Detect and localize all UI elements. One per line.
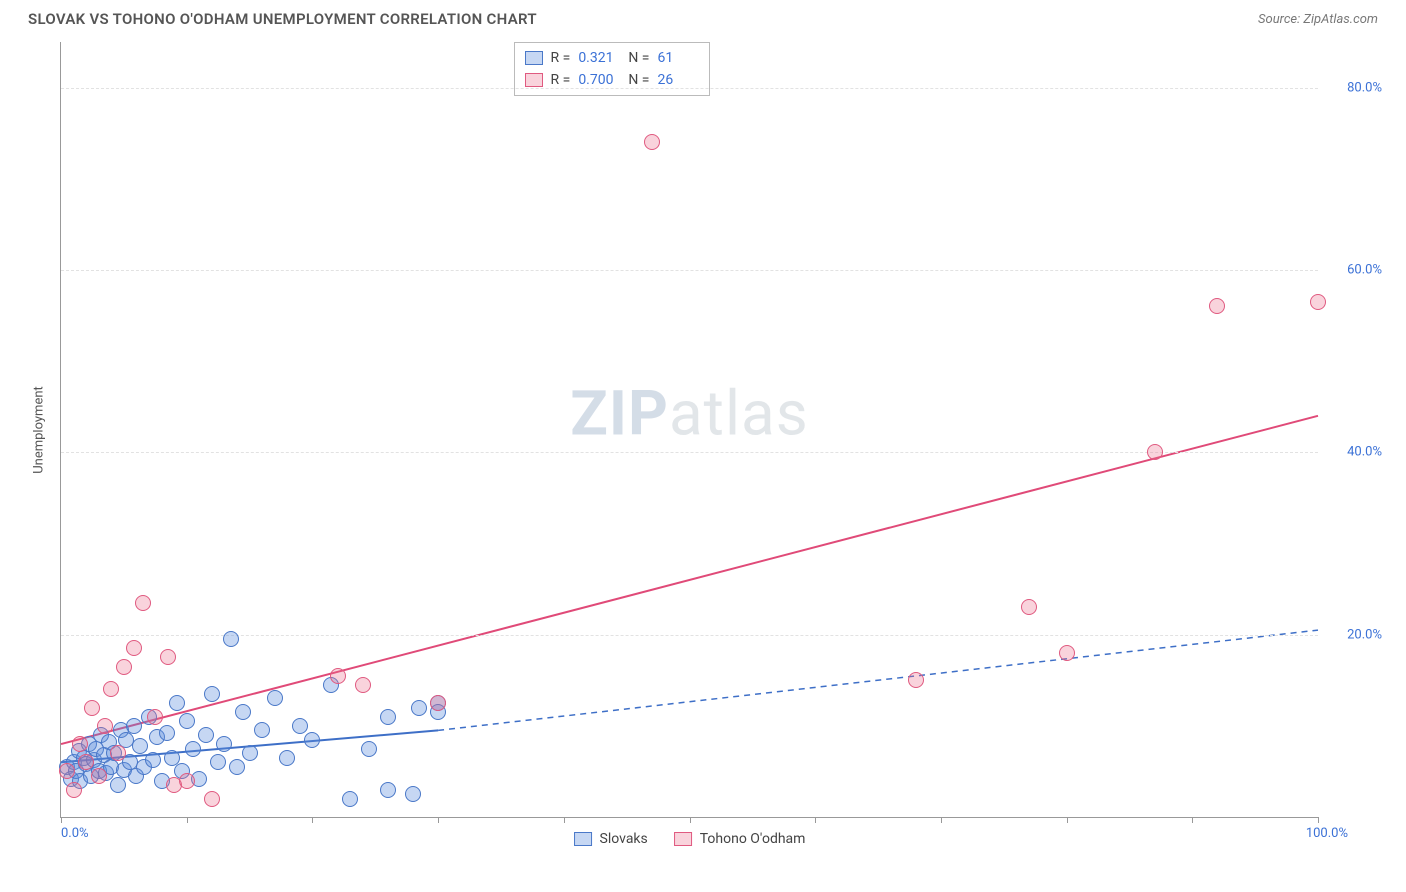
series-b-point (116, 659, 132, 675)
y-tick-label: 60.0% (1322, 262, 1382, 277)
series-a-point (380, 782, 396, 798)
series-a-point (235, 704, 251, 720)
series-b-point (908, 672, 924, 688)
series-b-point (644, 134, 660, 150)
chart-area: Unemployment ZIPatlas R = 0.321 N = 61R = 0.… (28, 42, 1386, 852)
series-a-point (279, 750, 295, 766)
series-b-point (330, 668, 346, 684)
x-tick (187, 817, 188, 823)
legend-item: Tohono O'odham (674, 831, 806, 847)
series-b-point (126, 640, 142, 656)
series-b-point (91, 768, 107, 784)
series-a-point (380, 709, 396, 725)
series-b-point (147, 709, 163, 725)
series-a-point (229, 759, 245, 775)
x-tick (1192, 817, 1193, 823)
legend-swatch (674, 832, 692, 846)
stat-label: N = (628, 47, 649, 69)
y-tick-label: 20.0% (1322, 627, 1382, 642)
series-a-point (304, 732, 320, 748)
series-b-point (103, 681, 119, 697)
series-b-point (66, 782, 82, 798)
x-tick (61, 817, 62, 823)
series-a-point (267, 690, 283, 706)
series-b-point (1021, 599, 1037, 615)
series-a-point (411, 700, 427, 716)
legend-label: Tohono O'odham (700, 831, 806, 847)
stats-row: R = 0.321 N = 61 (525, 47, 700, 69)
series-b-point (110, 745, 126, 761)
x-tick (564, 817, 565, 823)
series-a-point (110, 777, 126, 793)
series-b-point (430, 695, 446, 711)
series-a-point (254, 722, 270, 738)
trend-lines (61, 42, 1318, 817)
legend-swatch (525, 51, 543, 65)
series-b-point (1147, 444, 1163, 460)
chart-title: SLOVAK VS TOHONO O'ODHAM UNEMPLOYMENT CO… (28, 10, 537, 28)
series-a-point (361, 741, 377, 757)
x-tick (1067, 817, 1068, 823)
series-b-point (204, 791, 220, 807)
gridline (61, 635, 1318, 636)
series-a-point (185, 741, 201, 757)
stat-r-value: 0.321 (578, 47, 620, 69)
gridline (61, 452, 1318, 453)
x-tick (1318, 817, 1319, 823)
legend-swatch (574, 832, 592, 846)
x-tick (941, 817, 942, 823)
series-b-point (179, 773, 195, 789)
series-b-point (135, 595, 151, 611)
watermark: ZIPatlas (570, 378, 809, 451)
legend-label: Slovaks (600, 831, 648, 847)
stat-label: R = (551, 47, 571, 69)
series-a-point (204, 686, 220, 702)
gridline (61, 88, 1318, 89)
series-a-point (169, 695, 185, 711)
plot-area: Unemployment ZIPatlas R =0.321N =61R =0.… (60, 42, 1318, 818)
stat-n-value: 61 (657, 47, 699, 69)
series-b-point (355, 677, 371, 693)
series-b-point (1059, 645, 1075, 661)
series-a-point (292, 718, 308, 734)
x-tick (438, 817, 439, 823)
series-a-point (145, 752, 161, 768)
series-b-point (160, 649, 176, 665)
series-a-point (223, 631, 239, 647)
bottom-legend: Slovaks Tohono O'odham (574, 831, 806, 847)
series-a-point (159, 725, 175, 741)
legend-swatch (525, 73, 543, 87)
series-a-point (210, 754, 226, 770)
x-tick (690, 817, 691, 823)
gridline (61, 270, 1318, 271)
series-b-point (72, 736, 88, 752)
x-tick (815, 817, 816, 823)
series-b-point (84, 700, 100, 716)
series-a-point (216, 736, 232, 752)
x-tick-label: 100.0% (1306, 826, 1348, 841)
series-a-point (132, 738, 148, 754)
y-tick-label: 80.0% (1322, 80, 1382, 95)
series-b-point (1209, 298, 1225, 314)
series-a-point (405, 786, 421, 802)
series-a-point (198, 727, 214, 743)
x-tick (312, 817, 313, 823)
series-b-point (1310, 294, 1326, 310)
series-a-point (342, 791, 358, 807)
source-label: Source: ZipAtlas.com (1258, 12, 1378, 27)
series-a-point (242, 745, 258, 761)
x-tick-label: 0.0% (61, 826, 89, 841)
y-axis-label: Unemployment (32, 386, 47, 474)
series-b-point (97, 718, 113, 734)
series-a-point (179, 713, 195, 729)
legend-item: Slovaks (574, 831, 648, 847)
series-a-point (126, 718, 142, 734)
y-tick-label: 40.0% (1322, 445, 1382, 460)
